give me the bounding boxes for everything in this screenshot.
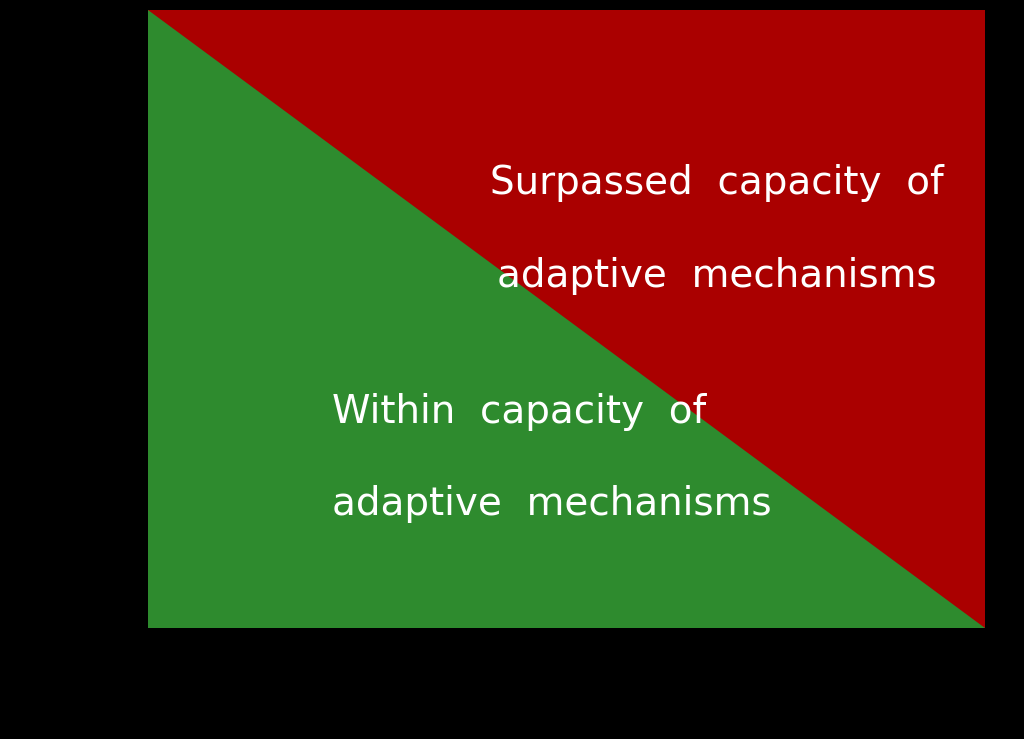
- Text: adaptive  mechanisms: adaptive mechanisms: [498, 256, 937, 295]
- Text: Surpassed  capacity  of: Surpassed capacity of: [490, 164, 944, 202]
- Text: Within  capacity  of: Within capacity of: [332, 392, 707, 431]
- Text: adaptive  mechanisms: adaptive mechanisms: [332, 486, 772, 523]
- Polygon shape: [148, 10, 985, 628]
- Bar: [148, 10, 985, 628]
